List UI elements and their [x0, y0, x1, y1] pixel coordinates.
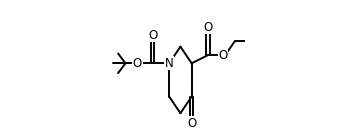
Text: O: O [219, 49, 228, 62]
Text: N: N [165, 57, 173, 70]
Text: O: O [187, 117, 196, 130]
Text: O: O [148, 29, 158, 42]
Text: O: O [204, 21, 213, 34]
Text: O: O [133, 57, 142, 70]
